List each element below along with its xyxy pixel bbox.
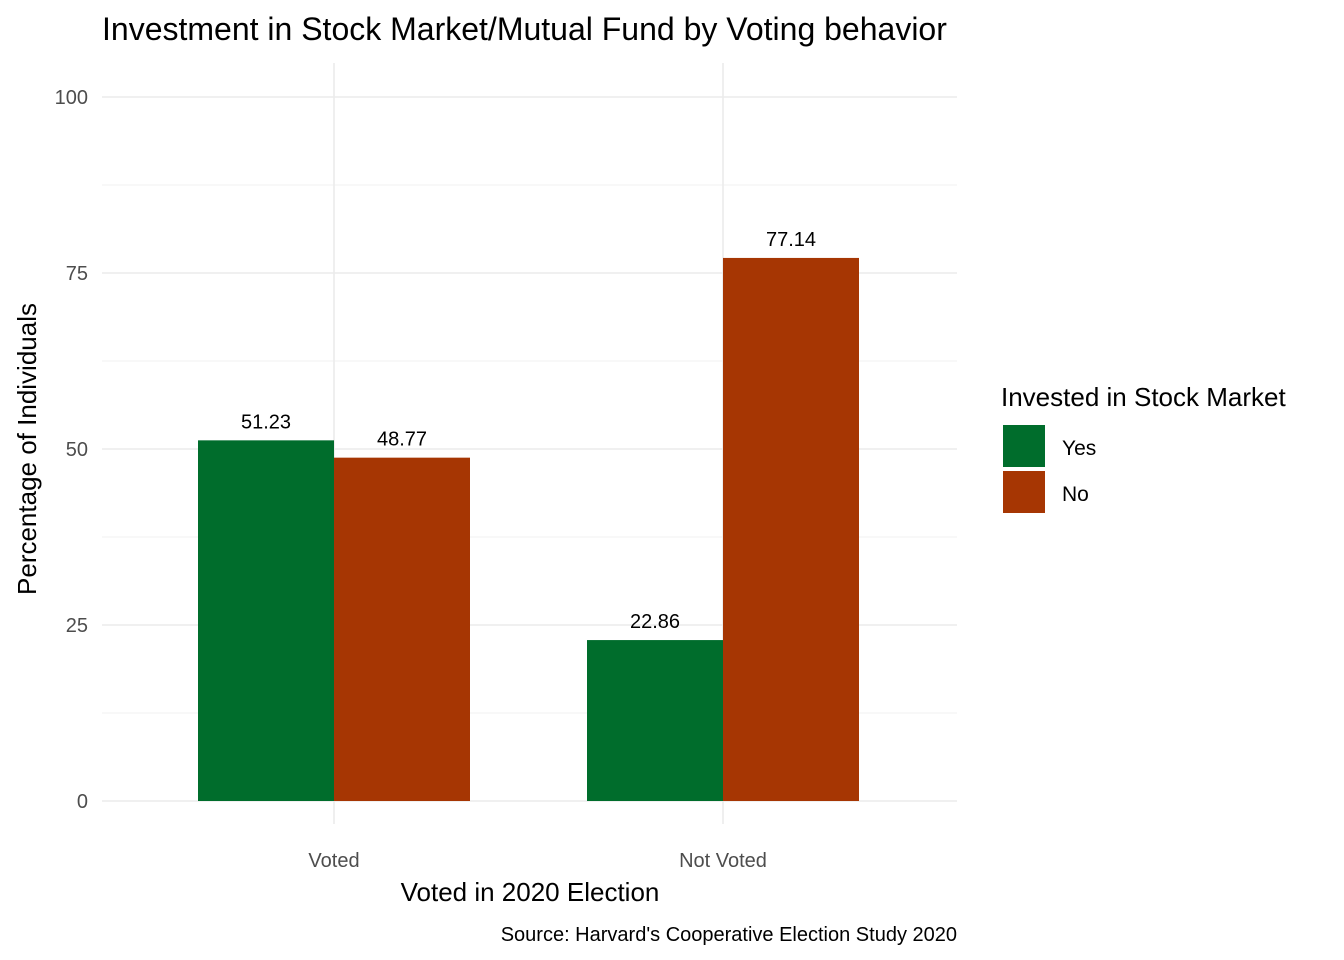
bar-yes-voted	[198, 440, 334, 801]
legend-swatch-yes	[1003, 425, 1045, 467]
y-tick-label: 50	[66, 439, 88, 461]
data-label-yes-voted: 51.23	[241, 411, 291, 433]
bars	[198, 257, 859, 801]
x-tick-label: Not Voted	[679, 850, 767, 872]
y-tick-label: 75	[66, 263, 88, 285]
y-axis-ticks: 0 25 50 75 100	[55, 87, 88, 813]
x-axis-ticks: Voted Not Voted	[308, 850, 767, 872]
legend-title: Invested in Stock Market	[1001, 382, 1286, 412]
data-label-yes-not-voted: 22.86	[630, 611, 680, 633]
data-label-no-not-voted: 77.14	[766, 229, 816, 251]
y-tick-label: 25	[66, 615, 88, 637]
y-axis-title: Percentage of Individuals	[12, 303, 42, 595]
legend: Invested in Stock Market Yes No	[1001, 382, 1286, 513]
y-tick-label: 100	[55, 87, 88, 109]
data-label-no-voted: 48.77	[377, 429, 427, 451]
chart-title: Investment in Stock Market/Mutual Fund b…	[102, 11, 947, 47]
x-tick-label: Voted	[308, 850, 359, 872]
legend-label-no: No	[1062, 483, 1089, 506]
bar-no-voted	[334, 457, 470, 801]
bar-yes-not-voted	[587, 640, 723, 801]
data-labels: 51.23 22.86 48.77 77.14	[241, 229, 816, 633]
bar-no-not-voted	[723, 257, 859, 801]
legend-swatch-no	[1003, 471, 1045, 513]
source-caption: Source: Harvard's Cooperative Election S…	[501, 924, 957, 946]
legend-items: Yes No	[1003, 425, 1096, 513]
y-tick-label: 0	[77, 791, 88, 813]
x-axis-title: Voted in 2020 Election	[401, 877, 660, 907]
legend-label-yes: Yes	[1062, 437, 1096, 460]
